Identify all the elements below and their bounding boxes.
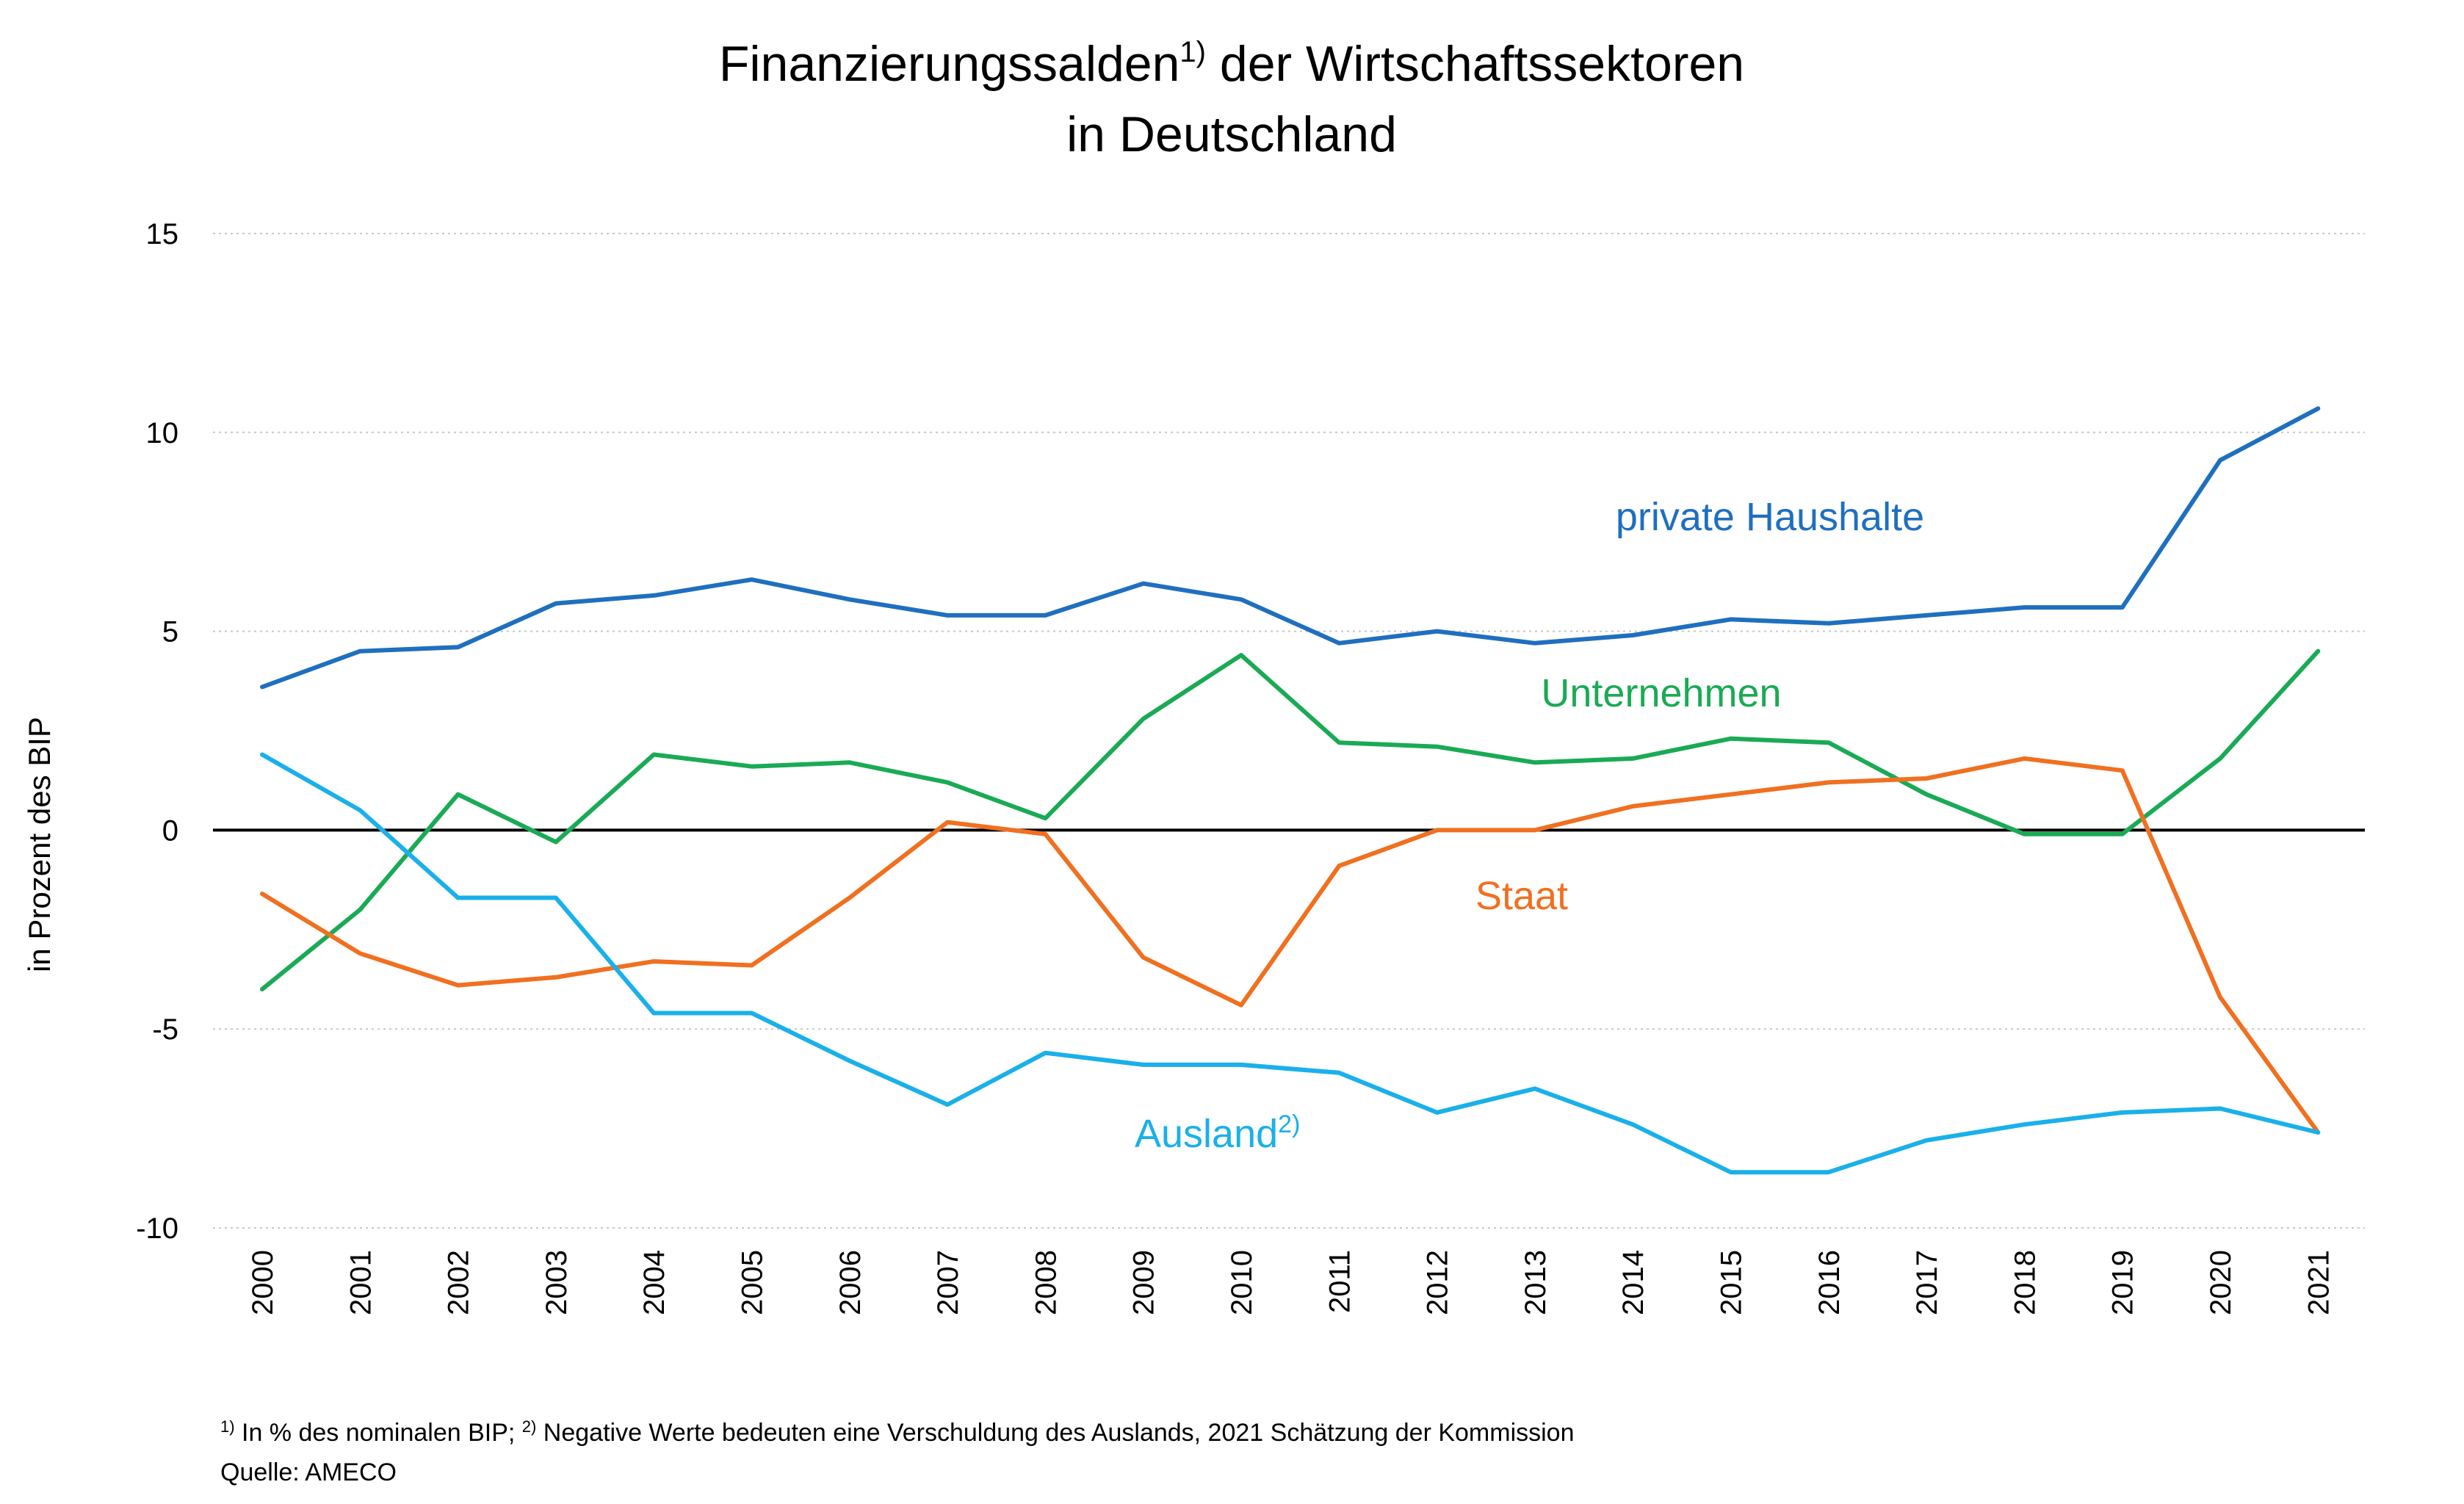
y-tick-label: 0: [162, 814, 178, 847]
series-line-private-haushalte: [260, 406, 2321, 690]
x-tick-label: 2001: [344, 1250, 377, 1315]
x-tick-label: 2013: [1520, 1250, 1552, 1315]
y-tick-label: 5: [162, 616, 178, 648]
y-tick-label: 10: [146, 417, 179, 449]
y-axis-label: in Prozent des BIP: [22, 717, 57, 972]
series-label-unternehmen: Unternehmen: [1541, 671, 1781, 715]
x-tick-label: 2005: [737, 1250, 769, 1315]
footnote-part1: In % des nominalen BIP;: [235, 1419, 522, 1447]
x-tick-label: 2006: [834, 1250, 867, 1315]
series-label-staat: Staat: [1475, 874, 1568, 918]
x-tick-label: 2010: [1226, 1250, 1258, 1315]
x-tick-label: 2008: [1030, 1250, 1062, 1315]
x-tick-label: 2011: [1323, 1250, 1356, 1313]
x-tick-label: 2014: [1617, 1250, 1650, 1315]
series-label-ausland: Ausland2): [1135, 1110, 1300, 1156]
x-tick-labels: 2000 2001 2002 2003 2004 2005 2006 2007 2008 2009…: [247, 1250, 2335, 1315]
y-tick-label: -10: [136, 1212, 178, 1245]
x-tick-label: 2016: [1813, 1250, 1846, 1315]
footnote: 1) In % des nominalen BIP; 2) Negative W…: [220, 1417, 1575, 1447]
x-tick-label: 2012: [1422, 1250, 1454, 1315]
chart-title-line2: in Deutschland: [1066, 106, 1397, 162]
series-lines: [260, 406, 2321, 1175]
x-tick-label: 2019: [2107, 1250, 2139, 1315]
x-tick-label: 2020: [2205, 1250, 2237, 1315]
x-tick-label: 2004: [638, 1250, 671, 1315]
chart-title-rest: der Wirtschaftssektoren: [1206, 36, 1744, 92]
x-tick-label: 2009: [1128, 1250, 1160, 1315]
x-tick-label: 2003: [541, 1250, 573, 1315]
footnote-sup2: 2): [522, 1417, 537, 1436]
y-tick-label: -5: [152, 1013, 178, 1046]
x-tick-label: 2017: [1911, 1250, 1943, 1315]
footnote-part2: Negative Werte bedeuten eine Verschuldun…: [536, 1419, 1574, 1447]
grid-lines: [213, 233, 2365, 1229]
chart-title-main: Finanzierungssalden: [719, 36, 1180, 92]
series-line-ausland: [260, 752, 2321, 1175]
y-tick-labels: 15 10 5 0 -5 -10: [136, 218, 178, 1245]
series-line-staat: [260, 756, 2321, 1135]
x-tick-label: 2000: [247, 1250, 279, 1315]
x-tick-label: 2021: [2302, 1250, 2335, 1315]
source-note: Quelle: AMECO: [220, 1458, 397, 1486]
x-tick-label: 2007: [932, 1250, 964, 1315]
series-label-ausland-sup: 2): [1278, 1110, 1300, 1138]
x-tick-label: 2015: [1716, 1250, 1748, 1315]
series-line-unternehmen: [260, 648, 2321, 991]
series-label-ausland-text: Ausland: [1135, 1112, 1278, 1156]
chart-title-sup: 1): [1179, 36, 1206, 68]
x-tick-label: 2002: [443, 1250, 475, 1315]
footnote-sup1: 1): [220, 1417, 235, 1436]
series-label-private-haushalte: private Haushalte: [1616, 495, 1924, 539]
x-tick-label: 2018: [2009, 1250, 2041, 1315]
y-tick-label: 15: [146, 218, 179, 250]
chart-title-line1: Finanzierungssalden1) der Wirtschaftssek…: [719, 36, 1744, 92]
